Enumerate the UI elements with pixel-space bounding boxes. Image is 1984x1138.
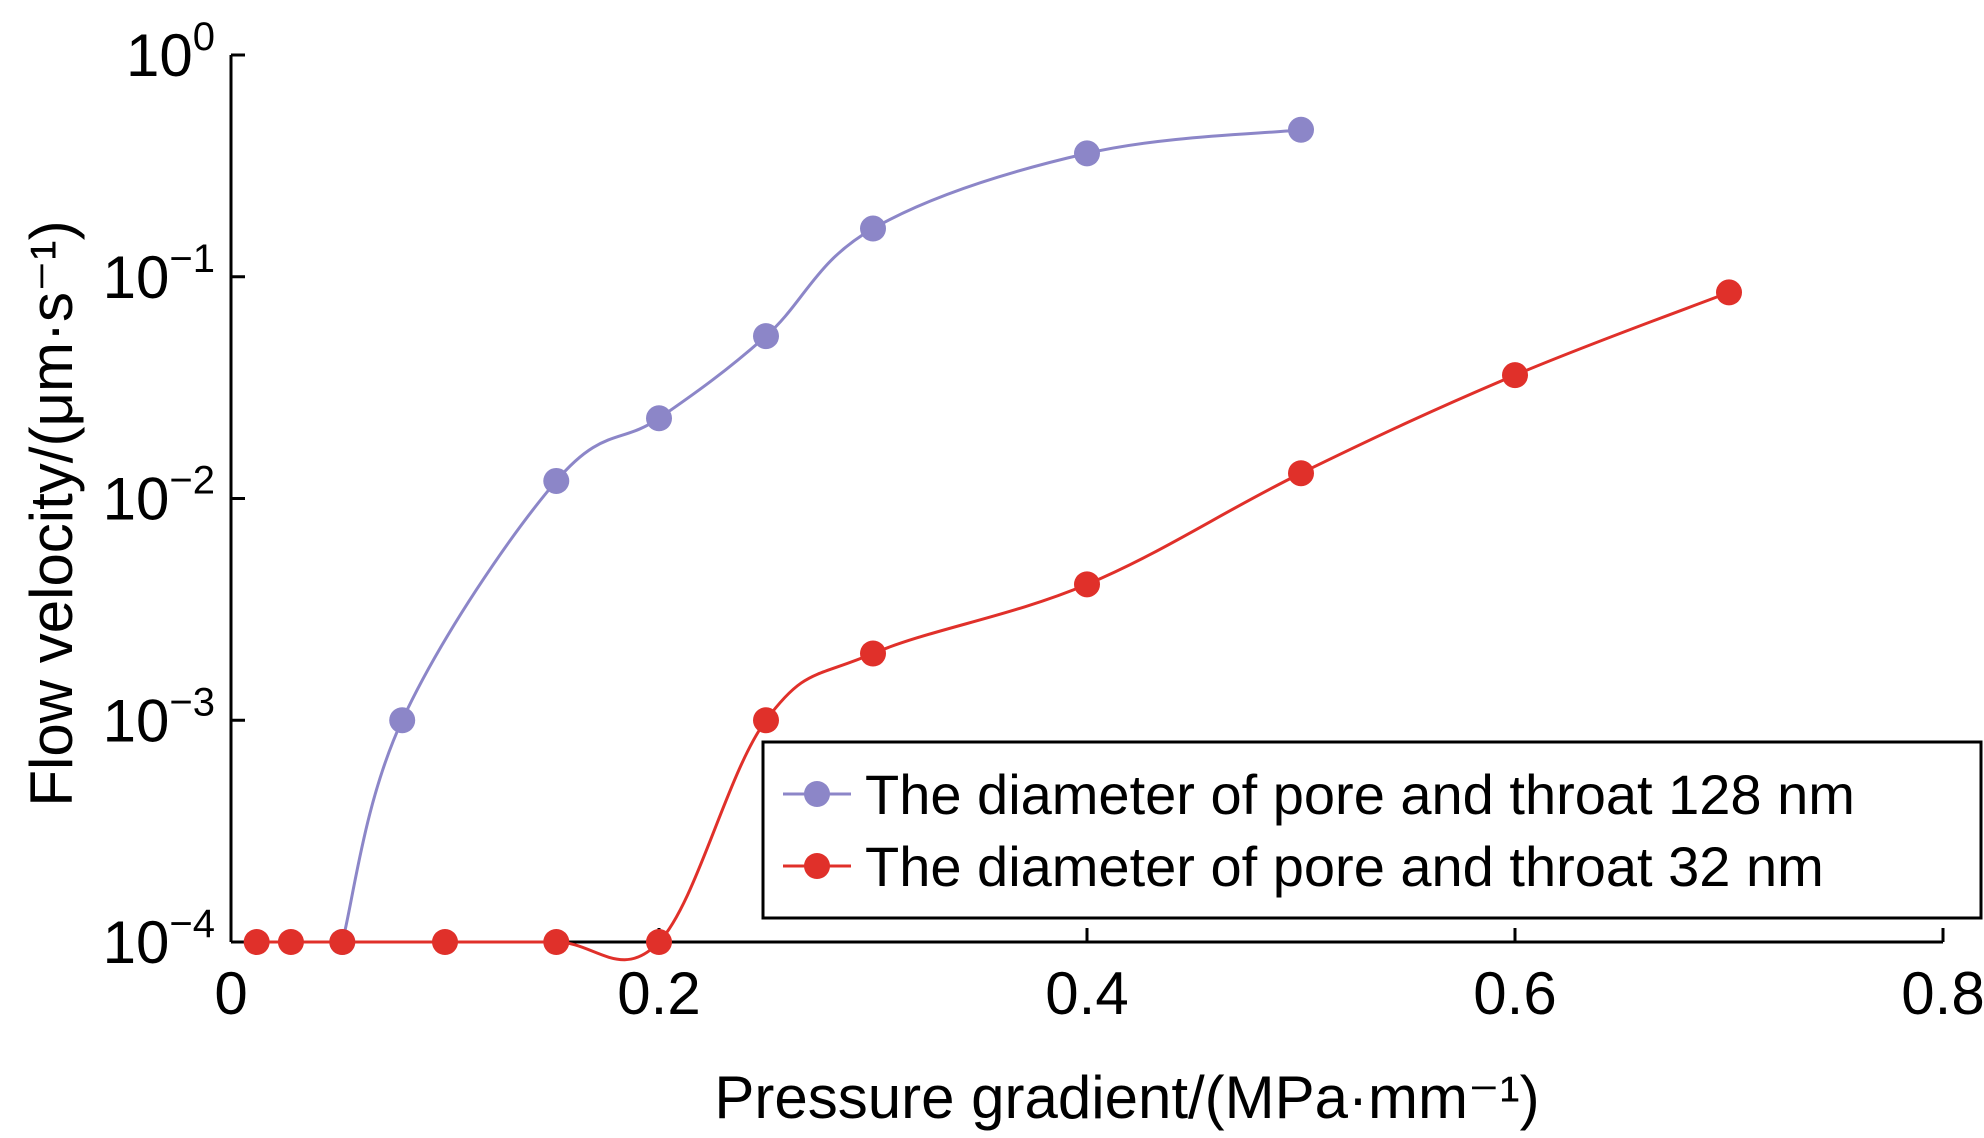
data-point [1074, 571, 1100, 598]
legend-label: The diameter of pore and throat 128 nm [865, 763, 1855, 826]
legend-marker [804, 853, 830, 879]
y-tick-label: 10−2 [103, 459, 215, 533]
x-axis-title: Pressure gradient/(MPa·mm⁻¹) [714, 1064, 1539, 1131]
data-point [646, 929, 672, 955]
x-tick-label: 0.6 [1473, 960, 1556, 1027]
data-point [1074, 140, 1100, 167]
data-point [1502, 362, 1528, 389]
x-tick-label: 0.4 [1045, 960, 1128, 1027]
data-point [1288, 460, 1314, 487]
x-tick-label: 0 [214, 960, 247, 1027]
data-point [753, 707, 779, 734]
y-tick-label: 100 [126, 15, 215, 89]
data-point [753, 323, 779, 350]
data-point [646, 405, 672, 432]
data-point [389, 707, 416, 734]
series-2 [243, 279, 1742, 962]
data-point [860, 640, 886, 667]
data-point [860, 215, 886, 242]
y-axis-title: Flow velocity/(μm·s⁻¹) [18, 220, 85, 806]
x-ticks: 0 0.2 0.4 0.6 0.8 [214, 928, 1984, 1027]
y-ticks: 100 10−1 10−2 10−3 10−4 [103, 15, 245, 976]
legend-entries: The diameter of pore and throat 128 nm Th… [783, 763, 1855, 898]
y-tick-label: 10−4 [103, 902, 215, 976]
legend-box [761, 740, 1983, 920]
x-tick-label: 0.8 [1901, 960, 1984, 1027]
y-tick-label: 10−1 [103, 237, 215, 311]
legend: The diameter of pore and throat 128 nm Th… [761, 740, 1983, 920]
data-point [329, 929, 356, 955]
series-line [256, 291, 1730, 962]
data-point [543, 467, 570, 494]
data-point [277, 929, 304, 955]
data-point [543, 929, 570, 955]
legend-marker [804, 781, 830, 807]
x-tick-label: 0.2 [617, 960, 700, 1027]
legend-label: The diameter of pore and throat 32 nm [865, 835, 1824, 898]
data-point [1288, 116, 1314, 143]
legend-entry: The diameter of pore and throat 128 nm [783, 763, 1855, 826]
data-point [1716, 279, 1742, 306]
data-point [432, 929, 458, 955]
legend-entry: The diameter of pore and throat 32 nm [783, 835, 1824, 898]
data-point [243, 929, 270, 955]
y-tick-label: 10−3 [103, 680, 215, 754]
series-layer [243, 116, 1742, 962]
